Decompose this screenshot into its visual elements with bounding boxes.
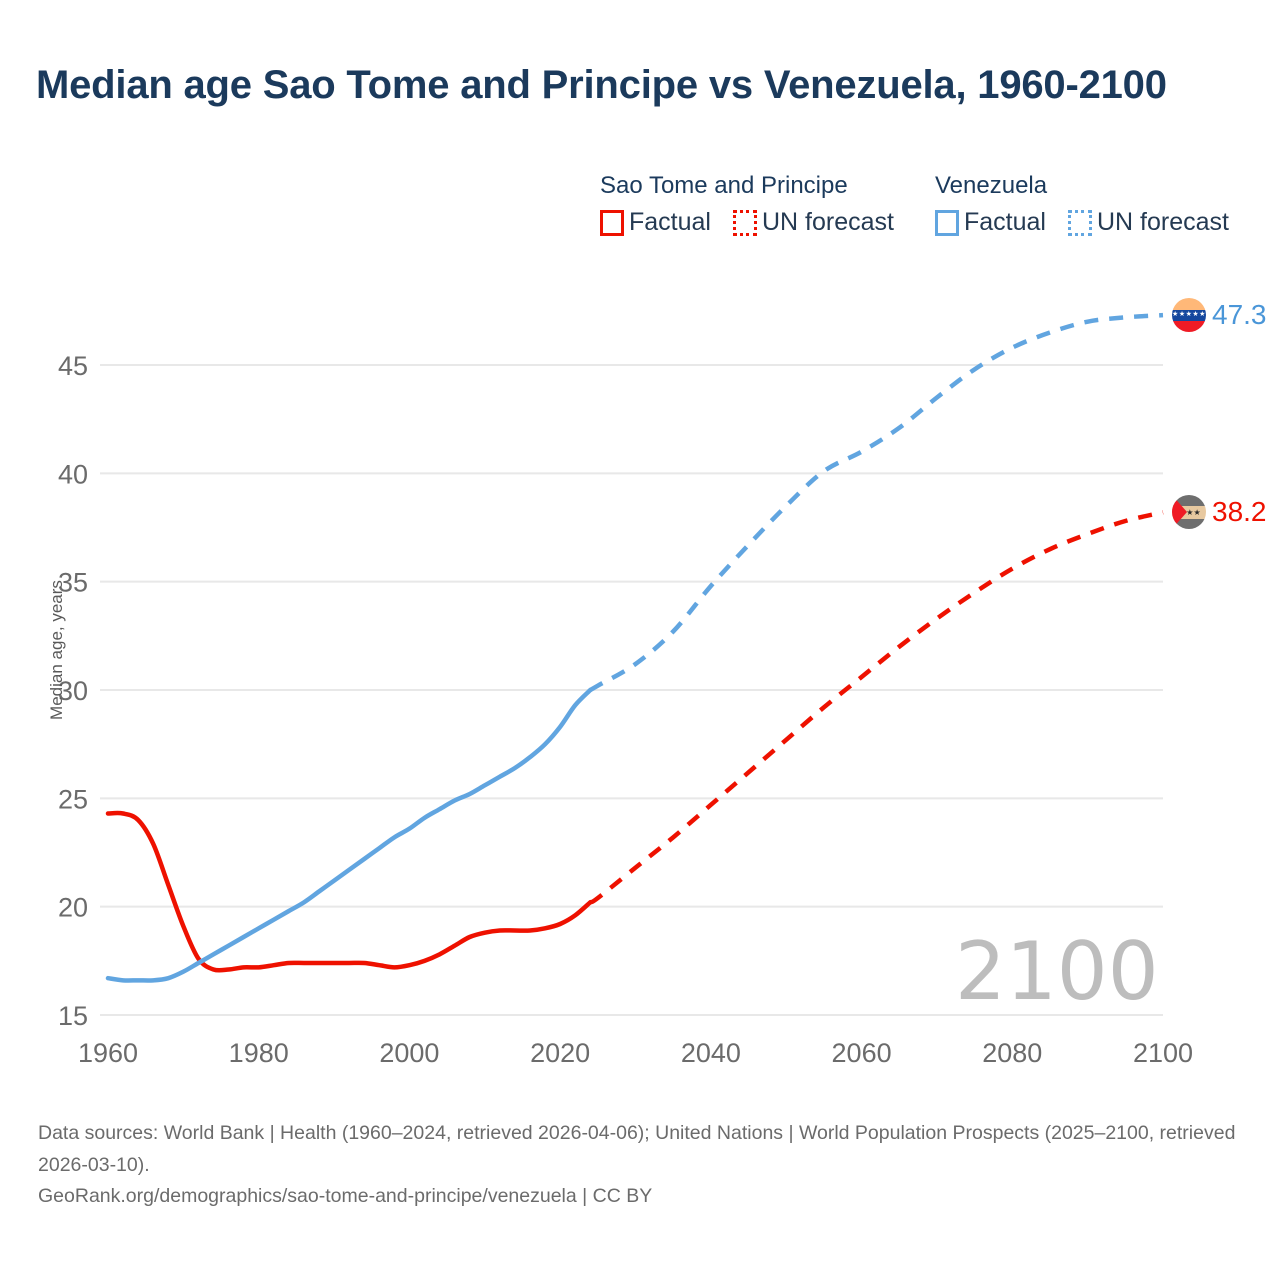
x-tick-label: 2080: [982, 1038, 1042, 1068]
flag-triangle-icon: [1172, 495, 1187, 530]
chart-gridlines: [100, 364, 1163, 1016]
x-tick-label: 2040: [681, 1038, 741, 1068]
footer: Data sources: World Bank | Health (1960–…: [38, 1118, 1238, 1213]
x-tick-label: 2000: [379, 1038, 439, 1068]
y-tick-label: 40: [58, 459, 88, 489]
legend-row: Factual UN forecast: [935, 208, 1229, 237]
legend-country-label: Sao Tome and Principe: [600, 172, 848, 199]
footer-attribution[interactable]: GeoRank.org/demographics/sao-tome-and-pr…: [38, 1185, 653, 1208]
page-title: Median age Sao Tome and Principe vs Vene…: [36, 62, 1167, 107]
legend-item-sao-tome-forecast[interactable]: UN forecast: [732, 208, 894, 237]
legend-item-label: UN forecast: [761, 208, 894, 236]
y-tick-label: 25: [58, 784, 88, 814]
chart-x-tick-labels: 1960 1980 2000 2020 2040 2060 2080 2100: [78, 1038, 1193, 1068]
flag-band-red: [1172, 320, 1206, 333]
flag-band-yellow: [1172, 298, 1206, 310]
legend-group-venezuela: Venezuela Factual UN forecast: [935, 172, 1229, 237]
end-value: 47.3: [1212, 299, 1267, 331]
y-tick-label: 45: [58, 351, 88, 381]
series-line-factual-1: [105, 687, 593, 983]
legend-item-sao-tome-factual[interactable]: Factual: [600, 208, 711, 237]
legend-swatch-solid-icon: [935, 209, 959, 236]
legend-swatch-dotted-icon: [732, 209, 757, 236]
x-tick-label: 1980: [229, 1038, 289, 1068]
legend-item-label: Factual: [964, 208, 1046, 236]
legend-swatch-solid-icon: [600, 209, 624, 236]
y-tick-label: 20: [58, 893, 88, 923]
series-line-forecast-1: [589, 312, 1164, 692]
legend-item-label: UN forecast: [1096, 208, 1229, 236]
venezuela-flag-icon: ★★★★★: [1172, 298, 1206, 333]
sao-tome-flag-icon: ★★: [1172, 495, 1206, 530]
end-value: 38.2: [1212, 496, 1267, 528]
venezuela-end-label: ★★★★★ 47.3: [1172, 298, 1267, 333]
legend-item-venezuela-forecast[interactable]: UN forecast: [1067, 208, 1229, 237]
legend-item-label: Factual: [629, 208, 711, 236]
legend-swatch-dotted-icon: [1067, 209, 1092, 236]
y-tick-label: 15: [58, 1001, 88, 1031]
year-watermark: 2100: [955, 925, 1159, 1018]
x-tick-label: 2060: [832, 1038, 892, 1068]
y-tick-label: 35: [58, 568, 88, 598]
footer-data-sources: Data sources: World Bank | Health (1960–…: [38, 1122, 1236, 1176]
chart-y-tick-labels: 15 20 25 30 35 40 45: [58, 351, 88, 1031]
legend-group-sao-tome: Sao Tome and Principe Factual UN forecas…: [600, 172, 894, 237]
flag-band-top: [1172, 495, 1206, 506]
y-axis-title: Median age, years: [47, 580, 66, 720]
legend-item-venezuela-factual[interactable]: Factual: [935, 208, 1046, 237]
sao-tome-end-label: ★★ 38.2: [1172, 495, 1267, 530]
flag-band-blue: [1172, 309, 1206, 321]
x-tick-label: 1960: [78, 1038, 138, 1068]
legend-country-label: Venezuela: [935, 172, 1048, 199]
chart-series-lines: [105, 312, 1164, 983]
series-line-factual-0: [105, 810, 593, 973]
flag-stars-icon: ★★: [1186, 507, 1201, 517]
y-tick-label: 30: [58, 676, 88, 706]
series-line-forecast-0: [589, 510, 1164, 905]
x-tick-label: 2100: [1133, 1038, 1193, 1068]
flag-stars-icon: ★★★★★: [1172, 311, 1206, 319]
legend-row: Factual UN forecast: [600, 208, 894, 237]
flag-band-bottom: [1172, 519, 1206, 530]
x-tick-label: 2020: [530, 1038, 590, 1068]
